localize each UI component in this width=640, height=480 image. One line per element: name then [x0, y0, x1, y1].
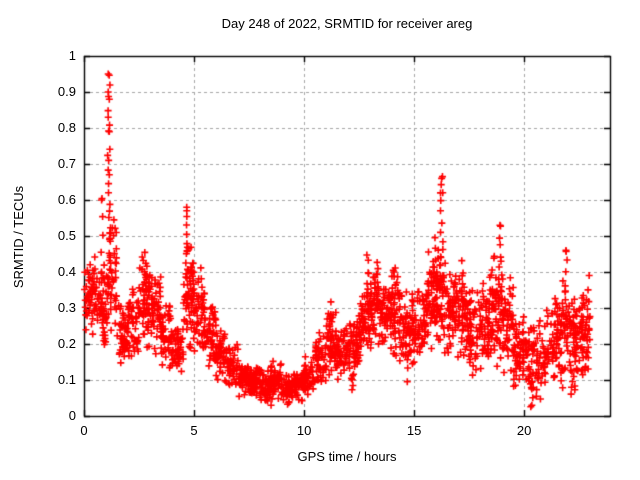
- x-tick-label: 10: [296, 423, 312, 438]
- chart-title: Day 248 of 2022, SRMTID for receiver are…: [221, 16, 473, 31]
- y-tick-label: 0.8: [57, 120, 76, 135]
- y-tick-label: 0.7: [57, 156, 76, 171]
- x-tick-label: 15: [406, 423, 422, 438]
- x-tick-label: 5: [190, 423, 198, 438]
- y-tick-label: 0.9: [57, 84, 76, 99]
- y-tick-label: 0.4: [57, 264, 76, 279]
- y-tick-label: 0.2: [57, 336, 76, 351]
- y-tick-label: 0: [68, 408, 76, 423]
- y-tick-label: 0.1: [57, 372, 76, 387]
- y-tick-label: 0.3: [57, 300, 76, 315]
- x-axis-label: GPS time / hours: [297, 449, 397, 464]
- x-tick-label: 20: [516, 423, 532, 438]
- y-tick-label: 0.6: [57, 192, 76, 207]
- y-axis-label: SRMTID / TECUs: [11, 185, 26, 289]
- y-tick-label: 1: [68, 48, 76, 63]
- y-tick-label: 0.5: [57, 228, 76, 243]
- x-tick-label: 0: [80, 423, 88, 438]
